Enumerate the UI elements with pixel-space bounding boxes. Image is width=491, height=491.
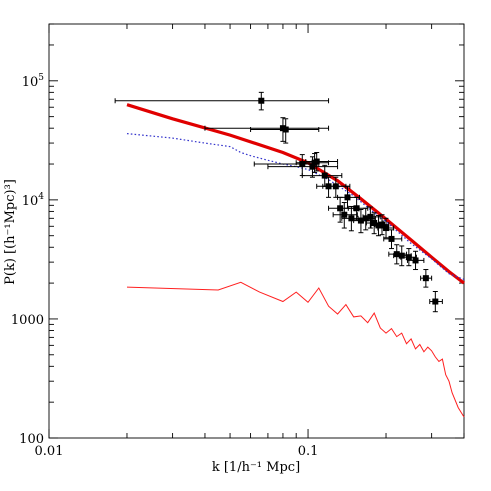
minor-ticks <box>49 23 465 438</box>
data-point <box>341 205 365 232</box>
point-marker <box>405 254 412 261</box>
point-marker <box>282 126 289 133</box>
point-marker <box>321 172 328 179</box>
point-marker <box>375 222 382 229</box>
point-marker <box>412 257 419 264</box>
x-tick-labels: 0.01 0.1 <box>35 444 319 459</box>
point-marker <box>398 252 405 259</box>
data-point <box>114 91 330 111</box>
thin-red-line <box>126 281 465 418</box>
data-point <box>420 269 433 288</box>
y-axis-label: P(k) [(h⁻¹Mpc)³] <box>3 179 18 285</box>
point-marker <box>344 194 351 201</box>
y-tick-label: 104 <box>22 192 45 209</box>
y-tick-labels: 100 1000 104 105 <box>11 73 44 447</box>
data-point <box>370 214 387 237</box>
major-ticks <box>48 24 464 439</box>
data-point <box>429 290 443 313</box>
data-point <box>406 250 425 271</box>
point-marker <box>357 217 364 224</box>
point-marker <box>337 205 344 212</box>
point-marker <box>383 225 390 232</box>
data-points-layer <box>114 91 443 313</box>
point-marker <box>313 158 320 165</box>
x-axis-label: k [1/h⁻¹ Mpc] <box>212 460 300 475</box>
point-marker <box>258 97 265 104</box>
point-marker <box>388 235 395 242</box>
x-tick-label: 0.01 <box>35 444 64 459</box>
data-point <box>305 151 339 172</box>
plot-frame <box>48 23 465 439</box>
point-marker <box>362 215 369 222</box>
point-marker <box>299 161 306 168</box>
point-marker <box>393 251 400 258</box>
y-tick-label: 1000 <box>11 313 44 328</box>
point-marker <box>353 205 360 212</box>
point-marker <box>371 219 378 226</box>
data-point <box>316 176 347 198</box>
thick-red-line <box>126 103 465 285</box>
point-marker <box>367 213 374 220</box>
point-marker <box>341 211 348 218</box>
point-marker <box>422 275 429 282</box>
data-point <box>400 248 417 267</box>
point-marker <box>379 221 386 228</box>
y-tick-label: 100 <box>19 432 44 447</box>
point-marker <box>432 298 439 305</box>
point-marker <box>309 163 316 170</box>
data-point <box>383 229 403 250</box>
point-marker <box>348 215 355 222</box>
data-point <box>332 202 358 229</box>
data-point <box>250 118 320 144</box>
y-tick-label: 105 <box>22 73 45 90</box>
x-tick-label: 0.1 <box>298 444 319 459</box>
point-marker <box>332 183 339 190</box>
